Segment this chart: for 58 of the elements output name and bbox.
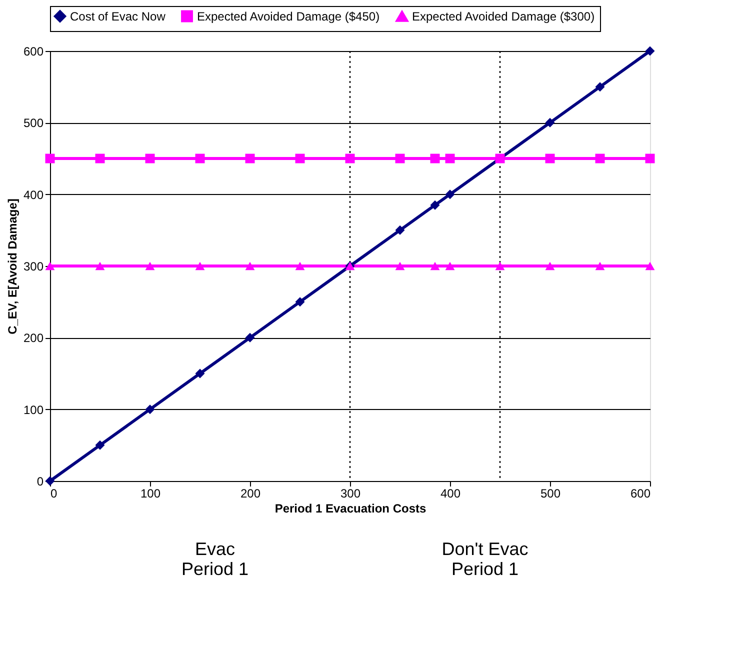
point <box>430 262 440 270</box>
point <box>195 154 205 164</box>
point <box>95 440 105 450</box>
y-tick-label: 200 <box>23 331 44 346</box>
text: Evac Period 1 <box>181 539 249 579</box>
point <box>295 154 305 164</box>
x-tick-label: 400 <box>440 486 461 500</box>
point <box>595 262 605 270</box>
point <box>395 225 405 235</box>
point <box>595 82 605 92</box>
point <box>430 154 440 164</box>
point <box>345 154 355 164</box>
point <box>395 154 405 164</box>
point <box>645 154 655 164</box>
legend-label: Expected Avoided Damage ($300) <box>412 10 595 24</box>
y-tick-label: 0 <box>36 474 44 488</box>
point <box>445 262 455 270</box>
point <box>245 332 255 342</box>
y-tick-label: 300 <box>23 260 44 274</box>
point <box>195 368 205 378</box>
x-tick-label: 300 <box>340 486 361 500</box>
point <box>145 404 155 414</box>
legend-label: Cost of Evac Now <box>70 9 166 24</box>
point <box>495 262 505 270</box>
point <box>295 297 305 307</box>
point <box>595 154 605 164</box>
point <box>295 262 305 270</box>
x-tick-label: 0 <box>50 486 58 500</box>
point <box>545 262 555 270</box>
point <box>645 262 655 270</box>
y-axis-title: C_EV, E[Avoid Damage] <box>5 198 20 334</box>
y-tick-label: 400 <box>23 188 44 202</box>
y-tick-label: 500 <box>23 116 44 130</box>
point <box>445 154 455 164</box>
y-tick-label: 100 <box>23 402 44 417</box>
point <box>445 190 455 200</box>
point <box>430 200 440 210</box>
x-tick-label: 200 <box>240 486 261 500</box>
point <box>95 154 105 164</box>
point <box>245 262 255 270</box>
point <box>95 262 105 270</box>
point <box>545 118 555 128</box>
point <box>145 154 155 164</box>
text: Don't Evac Period 1 <box>442 539 528 579</box>
point <box>45 262 55 270</box>
x-tick-label: 600 <box>630 486 651 500</box>
x-axis-title: Period 1 Evacuation Costs <box>274 502 427 516</box>
y-tick-label: 600 <box>23 44 44 58</box>
x-tick-label: 100 <box>140 486 161 500</box>
point <box>245 154 255 164</box>
legend-label: Expected Avoided Damage ($450) <box>197 9 380 24</box>
x-tick-label: 500 <box>540 486 561 500</box>
point <box>395 262 405 270</box>
point <box>195 262 205 270</box>
point <box>45 154 55 164</box>
point <box>545 154 555 164</box>
point <box>145 262 155 270</box>
point <box>645 46 655 56</box>
